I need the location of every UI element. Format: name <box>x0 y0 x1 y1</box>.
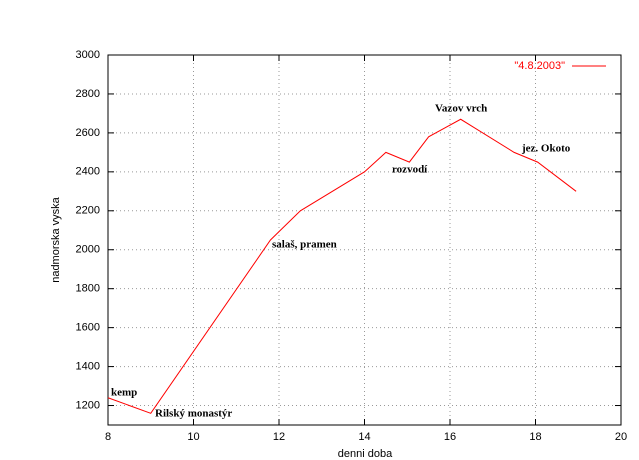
y-tick-label: 2200 <box>76 205 100 217</box>
plot-border <box>107 54 622 426</box>
y-tick-label: 1600 <box>76 322 100 334</box>
x-tick-label: 14 <box>358 431 370 443</box>
x-tick-label: 18 <box>529 431 541 443</box>
annotation: salaš, pramen <box>272 239 337 251</box>
y-tick-label: 2400 <box>76 166 100 178</box>
x-tick-label: 12 <box>273 431 285 443</box>
y-tick-label: 2600 <box>76 127 100 139</box>
x-tick-label: 8 <box>105 431 111 443</box>
legend-label: "4.8.2003" <box>514 60 565 72</box>
x-tick-label: 10 <box>187 431 199 443</box>
annotation: Rilský monastýr <box>155 408 232 420</box>
annotation: jez. Okoto <box>521 143 571 155</box>
annotation: kemp <box>111 387 137 399</box>
y-tick-label: 3000 <box>76 49 100 61</box>
annotation: rozvodí <box>392 164 428 176</box>
annotation: Vazov vrch <box>435 103 487 115</box>
x-axis-label: denni doba <box>338 448 393 460</box>
series-line <box>107 118 577 414</box>
y-tick-label: 2000 <box>76 244 100 256</box>
y-axis-label: nadmorska vyska <box>50 196 62 282</box>
y-tick-label: 1400 <box>76 360 100 372</box>
x-tick-label: 20 <box>615 431 627 443</box>
y-tick-label: 1200 <box>76 399 100 411</box>
x-tick-label: 16 <box>444 431 456 443</box>
y-tick-label: 1800 <box>76 283 100 295</box>
y-tick-label: 2800 <box>76 88 100 100</box>
